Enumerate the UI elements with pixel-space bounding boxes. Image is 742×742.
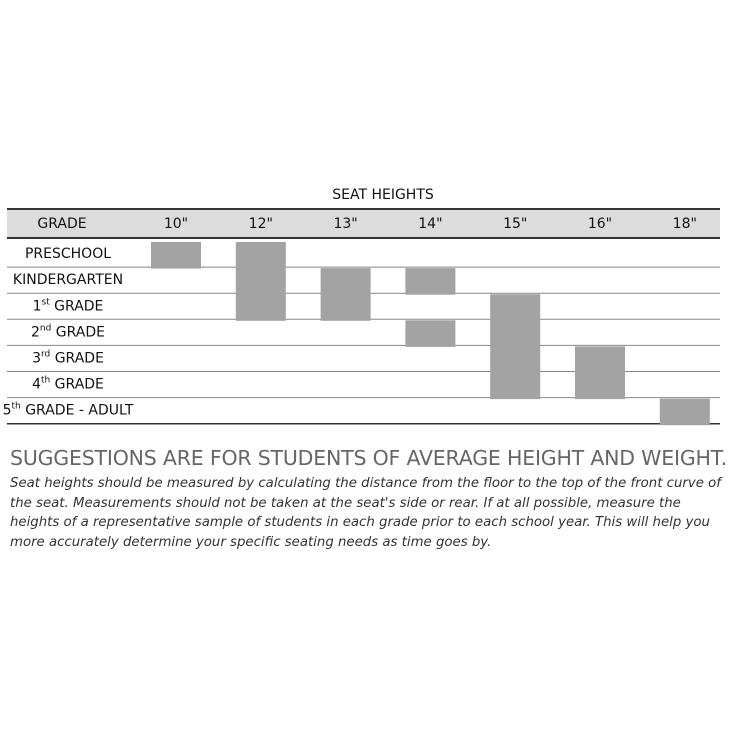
seat-block <box>151 242 201 269</box>
seat-block <box>405 268 456 295</box>
grade-label: 4th GRADE <box>32 375 104 393</box>
column-label: 18" <box>673 216 697 232</box>
seat-block <box>320 268 371 295</box>
column-label: 10" <box>164 216 188 232</box>
grade-text: 5 <box>3 403 12 419</box>
column-label: 16" <box>588 216 612 232</box>
seat-block <box>659 398 710 426</box>
grade-text: 1 <box>33 298 42 314</box>
header-bg <box>7 209 720 237</box>
seat-block <box>320 294 371 321</box>
grade-label: 3rd GRADE <box>32 349 104 367</box>
seat-block <box>235 294 286 321</box>
seat-block <box>490 346 541 373</box>
grade-label: 5th GRADE - ADULT <box>3 401 134 419</box>
column-label: 15" <box>503 216 527 232</box>
grade-text: GRADE - ADULT <box>21 403 134 419</box>
grade-text: PRESCHOOL <box>25 246 111 262</box>
seat-block <box>405 320 456 347</box>
seat-block <box>235 242 286 269</box>
seat-block <box>490 372 541 400</box>
grade-text: st <box>42 297 51 307</box>
grade-text: 4 <box>32 377 41 393</box>
grade-text: GRADE <box>50 377 104 393</box>
seat-block <box>490 320 541 347</box>
seat-block <box>490 294 541 321</box>
grade-label: 1st GRADE <box>33 297 104 315</box>
grade-label: PRESCHOOL <box>25 246 111 262</box>
grade-text: GRADE <box>50 298 104 314</box>
grade-text: th <box>12 401 21 411</box>
seat-block <box>235 268 286 295</box>
column-label: 12" <box>249 216 273 232</box>
grade-label: 2nd GRADE <box>31 323 105 341</box>
grade-header: GRADE <box>37 216 86 232</box>
title: SEAT HEIGHTS <box>332 187 434 203</box>
grade-label: KINDERGARTEN <box>13 272 123 288</box>
grade-text: 3 <box>32 350 41 366</box>
grade-text: th <box>41 375 50 385</box>
grade-text: rd <box>41 349 50 359</box>
grade-text: KINDERGARTEN <box>13 272 123 288</box>
grade-text: GRADE <box>51 324 105 340</box>
headline: SUGGESTIONS ARE FOR STUDENTS OF AVERAGE … <box>10 446 727 470</box>
column-label: 14" <box>418 216 442 232</box>
grade-text: nd <box>40 323 51 333</box>
seat-block <box>575 372 625 400</box>
grade-text: 2 <box>31 324 40 340</box>
grade-text: GRADE <box>50 350 104 366</box>
paragraph: Seat heights should be measured by calcu… <box>10 476 721 550</box>
column-label: 13" <box>333 216 357 232</box>
seat-block <box>575 346 625 373</box>
